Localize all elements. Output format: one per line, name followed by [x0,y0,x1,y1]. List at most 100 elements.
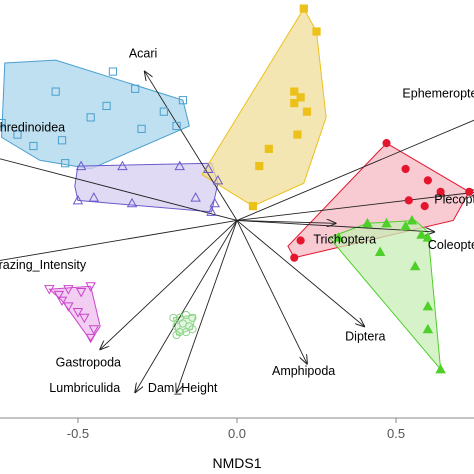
site-point-g5-2 [63,285,74,295]
vector-label-lumbriculida: Lumbriculida [49,381,120,395]
group-hull-2 [201,7,327,207]
site-point-g4-8 [422,323,434,334]
site-point-g5-8 [88,325,100,335]
site-point-g1-0 [72,194,84,205]
vector-label-gastropoda: Gastropoda [56,355,121,369]
vector-label-amphipoda: Amphipoda [272,364,335,378]
x-tick-label-2: 0.5 [387,426,405,441]
site-point-g5-10 [56,296,68,307]
vector-labels: Acari Ephemeroptera Tenthredinoidea Plecopt… [0,46,474,395]
site-point-g6-3 [188,313,197,322]
vector-arrow-lumbriculida [135,220,238,392]
site-point-g3-5 [420,202,429,211]
site-point-g1-2 [88,192,100,202]
site-point-g0-0 [0,119,6,128]
site-point-g2-5 [302,107,312,116]
site-point-g4-7 [422,300,434,311]
site-point-g5-7 [79,313,90,324]
vector-label-diptera: Diptera [345,330,385,344]
site-point-g1-4 [126,197,138,208]
site-point-g5-0 [44,285,55,295]
site-point-g2-1 [312,27,321,36]
site-point-g3-4 [465,187,474,196]
vector-arrow-amphipoda [236,220,307,363]
site-point-g0-5 [86,113,95,122]
site-point-g4-11 [374,246,386,256]
site-point-g2-4 [296,93,305,102]
site-point-g0-4 [57,136,67,145]
vector-arrow-acari [145,72,238,221]
site-point-g4-1 [381,217,392,228]
vector-label-plecoptera: Plecoptera [434,192,474,206]
x-axis-ticks: -0.5 0.0 0.5 [67,418,405,441]
x-tick-label-0: -0.5 [67,426,89,441]
site-point-g0-8 [131,84,140,93]
site-point-g6-0 [169,313,178,322]
site-point-g4-6 [409,260,421,271]
plot-area: Acari Ephemeroptera Tenthredinoidea Plecopt… [0,4,474,395]
site-point-g1-7 [203,163,214,173]
group-hulls [1,7,470,371]
site-point-g1-6 [190,192,201,202]
vector-label-trichoptera: Trichoptera [313,232,376,246]
x-tick-label-1: 0.0 [228,426,246,441]
vector-arrow-grazing-intensity [0,220,238,261]
site-point-g2-8 [255,161,264,171]
site-point-g4-10 [333,232,345,242]
site-point-g0-2 [29,141,38,151]
site-point-g5-9 [85,333,96,344]
site-point-g5-1 [53,290,65,301]
site-point-g4-3 [406,215,418,225]
vector-arrow-gastropoda [100,220,238,349]
site-point-g5-6 [72,308,84,318]
vector-arrow-trichoptera [236,220,336,223]
site-point-g1-8 [209,197,220,208]
site-point-g2-6 [293,130,302,139]
site-point-g5-5 [63,302,74,312]
vector-label-ephemeroptera: Ephemeroptera [402,86,474,100]
vector-label-coleoptera: Coleoptera [428,238,474,252]
site-point-g1-10 [206,206,217,216]
site-points [0,4,474,374]
site-point-g0-7 [108,67,118,76]
site-point-g4-5 [422,232,434,242]
site-point-g0-9 [137,124,146,133]
site-point-g1-5 [174,160,185,171]
site-point-g3-2 [423,176,432,185]
vector-label-grazing-intensity: Grazing_Intensity [0,258,87,272]
site-point-g2-3 [290,98,299,108]
site-point-g0-13 [61,159,70,168]
site-point-g2-7 [264,144,273,153]
site-point-g0-6 [102,101,111,111]
site-point-g3-3 [436,187,445,196]
site-point-g1-9 [212,174,224,185]
site-point-g5-3 [75,288,87,298]
group-hull-5 [48,285,101,342]
vector-label-tenthredinoidea: Tenthredinoidea [0,121,65,135]
site-point-g2-9 [248,202,258,211]
site-point-g4-4 [416,229,427,239]
site-point-g6-10 [172,330,181,340]
site-point-g3-1 [401,164,410,174]
site-point-g3-0 [382,139,391,148]
site-point-g1-1 [75,160,87,171]
site-point-g4-9 [435,363,446,374]
site-point-g1-3 [117,160,128,171]
site-point-g0-1 [13,130,22,139]
vector-arrow-dam-height [177,220,238,392]
site-point-g4-0 [362,217,373,228]
site-point-g0-11 [172,121,181,131]
site-point-g2-0 [299,4,308,13]
vector-label-acari: Acari [129,46,157,60]
vector-arrow-plecoptera [236,192,474,221]
site-point-g5-4 [85,282,96,292]
vector-arrow-tenthredinoidea [0,158,238,221]
vector-arrow-ephemeroptera [236,119,474,221]
site-point-g4-2 [400,220,411,231]
site-point-g0-12 [178,96,188,105]
site-point-g3-8 [296,236,305,245]
x-axis-title: NMDS1 [212,455,261,471]
site-point-g3-7 [290,253,299,262]
site-point-g0-10 [159,107,168,116]
